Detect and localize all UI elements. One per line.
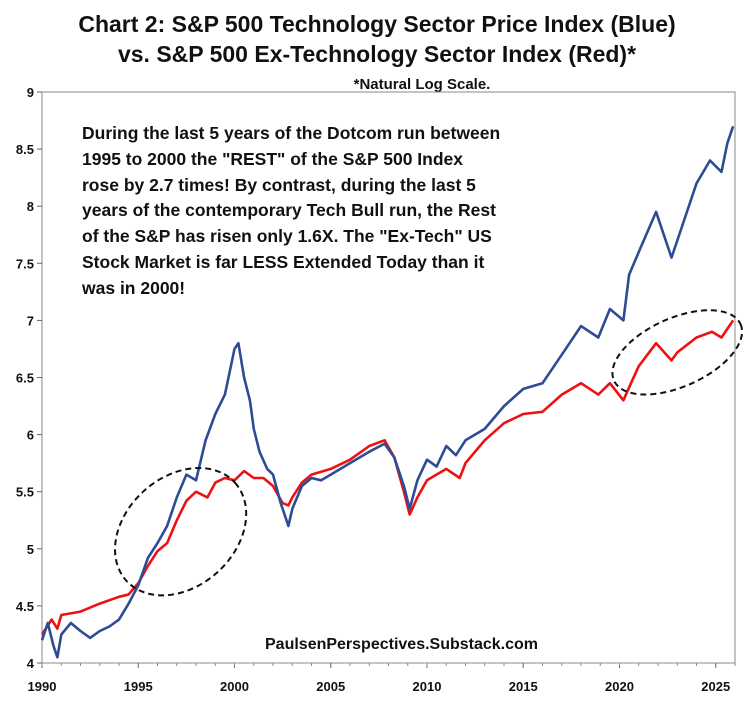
series-line-ex-tech (40, 319, 735, 636)
y-tick-label: 4.5 (16, 599, 34, 614)
series-line-tech (40, 125, 735, 659)
x-tick-label: 2025 (701, 679, 730, 694)
y-tick-label: 5 (27, 542, 34, 557)
chart-subtitle: *Natural Log Scale. (353, 76, 491, 93)
y-tick-label: 7 (27, 313, 34, 328)
y-tick-label: 9 (27, 85, 34, 100)
x-tick-label: 2005 (316, 679, 345, 694)
y-tick-label: 8 (27, 199, 34, 214)
x-tick-label: 1990 (28, 679, 57, 694)
source-label: PaulsenPerspectives.Substack.com (265, 636, 539, 653)
x-tick-label: 2020 (605, 679, 634, 694)
y-tick-label: 4 (27, 656, 35, 671)
y-tick-label: 6 (27, 428, 34, 443)
y-tick-label: 7.5 (16, 256, 34, 271)
x-tick-label: 2015 (509, 679, 538, 694)
x-tick-label: 2010 (413, 679, 442, 694)
y-tick-label: 5.5 (16, 485, 34, 500)
y-tick-label: 8.5 (16, 142, 34, 157)
chart-annotation: During the last 5 years of the Dotcom ru… (82, 123, 501, 298)
x-tick-label: 1995 (124, 679, 153, 694)
highlight-ellipse-1 (114, 466, 248, 597)
chart-title-line-1: Chart 2: S&P 500 Technology Sector Price… (78, 11, 676, 37)
y-tick-label: 6.5 (16, 371, 34, 386)
x-tick-label: 2000 (220, 679, 249, 694)
chart-title-line-2: vs. S&P 500 Ex-Technology Sector Index (… (117, 41, 637, 67)
highlight-ellipse-2 (611, 309, 744, 396)
